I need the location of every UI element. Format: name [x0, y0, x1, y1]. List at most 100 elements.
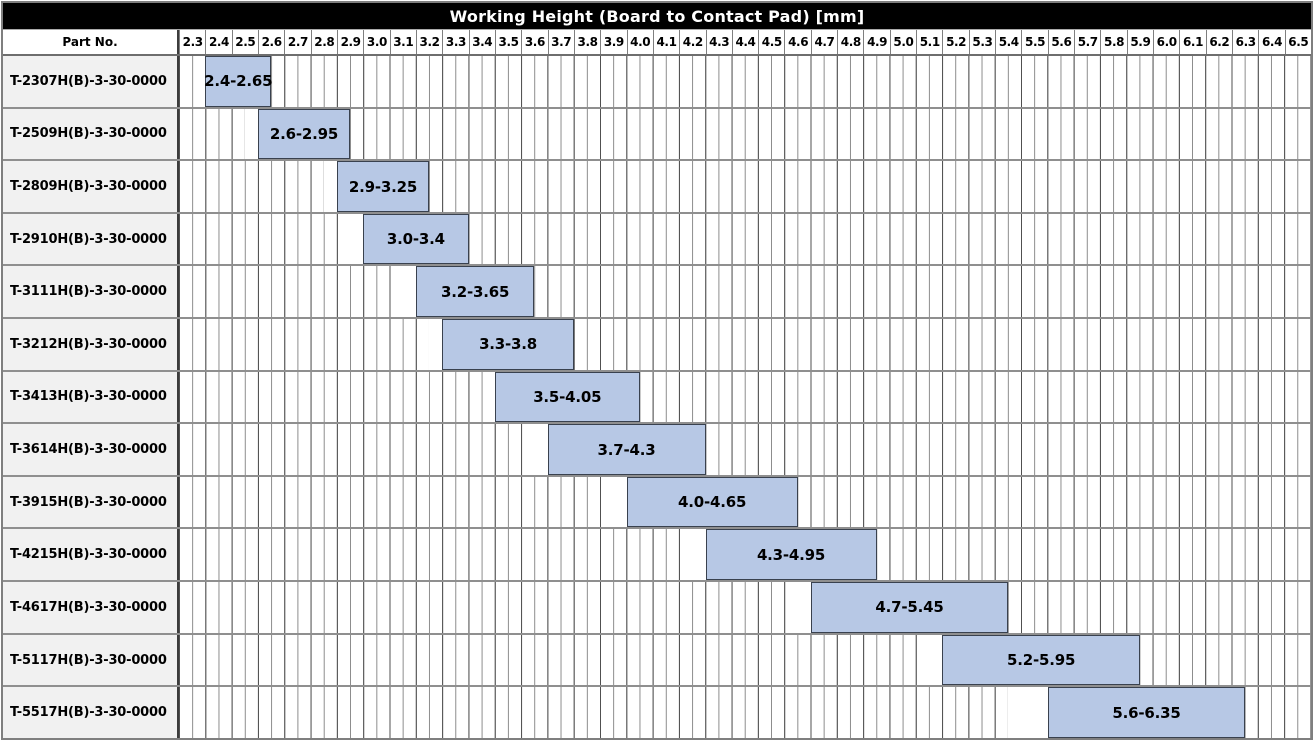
part-no-cell: T-3614H(B)-3-30-0000 [3, 424, 179, 475]
part-no-cell: T-2809H(B)-3-30-0000 [3, 161, 179, 212]
part-no-cell: T-2910H(B)-3-30-0000 [3, 213, 179, 265]
range-bar: 3.3-3.8 [442, 319, 574, 370]
table-row: T-4215H(B)-3-30-0000 4.3-4.95 [3, 527, 1311, 581]
axis-tick-label: 4.1 [652, 30, 679, 54]
axis-header-row: Part No. 2.3 2.4 2.5 2.6 2.7 2.8 2.9 3.0 3.1 3.2 3… [3, 29, 1311, 56]
part-no-cell: T-5517H(B)-3-30-0000 [3, 687, 179, 738]
table-row: T-5117H(B)-3-30-0000 5.2-5.95 [3, 632, 1311, 686]
row-grid: 5.2-5.95 [179, 634, 1311, 686]
axis-tick-label: 4.4 [731, 30, 758, 54]
bar-lead-gap [692, 529, 706, 581]
table-row: T-2307H(B)-3-30-0000 2.4-2.65 [3, 56, 1311, 107]
axis-tick-label: 5.6 [1047, 30, 1074, 54]
range-bar: 4.3-4.95 [705, 529, 877, 581]
part-no-cell: T-2307H(B)-3-30-0000 [3, 56, 179, 107]
axis-tick-label: 5.2 [942, 30, 968, 54]
axis-tick-label: 5.1 [916, 30, 942, 54]
table-row: T-3212H(B)-3-30-0000 3.3-3.8 [3, 317, 1311, 370]
bar-lead-gap [400, 266, 416, 318]
axis-tick-label: 2.7 [284, 30, 310, 54]
row-grid: 3.0-3.4 [179, 213, 1311, 265]
axis-tick-label: 4.2 [679, 30, 705, 54]
row-grid: 3.3-3.8 [179, 319, 1311, 370]
range-bar: 3.2-3.65 [415, 266, 535, 318]
axis-tick-label: 5.9 [1126, 30, 1153, 54]
table-row: T-4617H(B)-3-30-0000 4.7-5.45 [3, 580, 1311, 633]
row-grid: 3.2-3.65 [179, 266, 1311, 318]
axis-tick-label: 3.0 [363, 30, 389, 54]
axis-tick-label: 6.3 [1232, 30, 1258, 54]
row-grid: 5.6-6.35 [179, 687, 1311, 738]
axis-tick-label: 5.4 [995, 30, 1021, 54]
axis-tick-label: 4.7 [810, 30, 837, 54]
axis-tick-label: 3.9 [600, 30, 626, 54]
table-row: T-3915H(B)-3-30-0000 4.0-4.65 [3, 474, 1311, 528]
axis-tick-label: 2.5 [231, 30, 258, 54]
range-bar: 5.2-5.95 [942, 634, 1140, 686]
part-no-cell: T-3212H(B)-3-30-0000 [3, 319, 179, 370]
part-no-cell: T-3915H(B)-3-30-0000 [3, 476, 179, 528]
axis-tick-label: 5.8 [1100, 30, 1126, 54]
range-bar: 3.0-3.4 [363, 213, 469, 265]
axis-tick-label: 2.3 [179, 30, 205, 54]
axis-tick-label: 5.0 [889, 30, 916, 54]
axis-tick-label: 6.0 [1153, 30, 1179, 54]
row-grid: 3.7-4.3 [179, 424, 1311, 475]
bar-lead-gap [534, 424, 548, 475]
part-no-cell: T-2509H(B)-3-30-0000 [3, 108, 179, 160]
bar-lead-gap [1008, 687, 1048, 738]
axis-tick-label: 3.5 [494, 30, 521, 54]
axis-tick-label: 3.1 [389, 30, 416, 54]
axis-tick-label: 6.5 [1284, 30, 1311, 54]
range-bar: 2.6-2.95 [257, 108, 351, 160]
part-no-column-header: Part No. [3, 30, 179, 54]
range-bar: 2.4-2.65 [204, 56, 273, 107]
bar-lead-gap [429, 319, 443, 370]
part-no-cell: T-4617H(B)-3-30-0000 [3, 582, 179, 633]
row-grid: 4.3-4.95 [179, 529, 1311, 581]
axis-tick-label: 5.7 [1074, 30, 1100, 54]
range-bar: 2.9-3.25 [336, 161, 430, 212]
row-grid: 3.5-4.05 [179, 371, 1311, 423]
chart-title: Working Height (Board to Contact Pad) [m… [3, 3, 1311, 29]
bar-lead-gap [323, 161, 337, 212]
chart-body: T-2307H(B)-3-30-0000 2.4-2.65 T-2509H(B)-3… [3, 56, 1311, 738]
axis-tick-label: 3.6 [521, 30, 547, 54]
axis-tick-label: 6.2 [1205, 30, 1232, 54]
axis-tick-label: 4.6 [784, 30, 810, 54]
bar-lead-gap [487, 371, 495, 423]
axis-tick-label: 3.8 [573, 30, 600, 54]
row-grid: 4.7-5.45 [179, 582, 1311, 633]
axis-tick-label: 2.8 [310, 30, 337, 54]
range-bar: 5.6-6.35 [1047, 687, 1246, 738]
axis-tick-label: 2.4 [205, 30, 231, 54]
table-row: T-3413H(B)-3-30-0000 3.5-4.05 [3, 369, 1311, 423]
axis-tick-label: 3.3 [442, 30, 468, 54]
axis-tick-label: 3.7 [547, 30, 574, 54]
part-no-cell: T-5117H(B)-3-30-0000 [3, 634, 179, 686]
range-bar: 4.7-5.45 [810, 582, 1009, 633]
range-bar: 3.7-4.3 [547, 424, 706, 475]
axis-tick-label: 4.8 [837, 30, 863, 54]
part-no-cell: T-3111H(B)-3-30-0000 [3, 266, 179, 318]
bar-lead-gap [921, 634, 943, 686]
axis-tick-strip: 2.3 2.4 2.5 2.6 2.7 2.8 2.9 3.0 3.1 3.2 3.3 3.4 3.5 3… [179, 30, 1311, 54]
axis-tick-label: 6.4 [1258, 30, 1284, 54]
axis-tick-label: 4.5 [758, 30, 784, 54]
axis-tick-label: 4.0 [626, 30, 653, 54]
bar-lead-gap [795, 582, 811, 633]
axis-tick-label: 4.9 [863, 30, 889, 54]
part-no-cell: T-3413H(B)-3-30-0000 [3, 371, 179, 423]
table-row: T-5517H(B)-3-30-0000 5.6-6.35 [3, 685, 1311, 738]
table-row: T-3111H(B)-3-30-0000 3.2-3.65 [3, 264, 1311, 318]
axis-tick-label: 3.2 [415, 30, 442, 54]
axis-tick-label: 4.3 [705, 30, 732, 54]
axis-tick-label: 5.3 [968, 30, 995, 54]
axis-tick-label: 6.1 [1179, 30, 1205, 54]
axis-tick-label: 2.6 [257, 30, 284, 54]
table-row: T-2910H(B)-3-30-0000 3.0-3.4 [3, 211, 1311, 265]
table-row: T-2809H(B)-3-30-0000 2.9-3.25 [3, 159, 1311, 212]
range-bar: 4.0-4.65 [626, 476, 798, 528]
